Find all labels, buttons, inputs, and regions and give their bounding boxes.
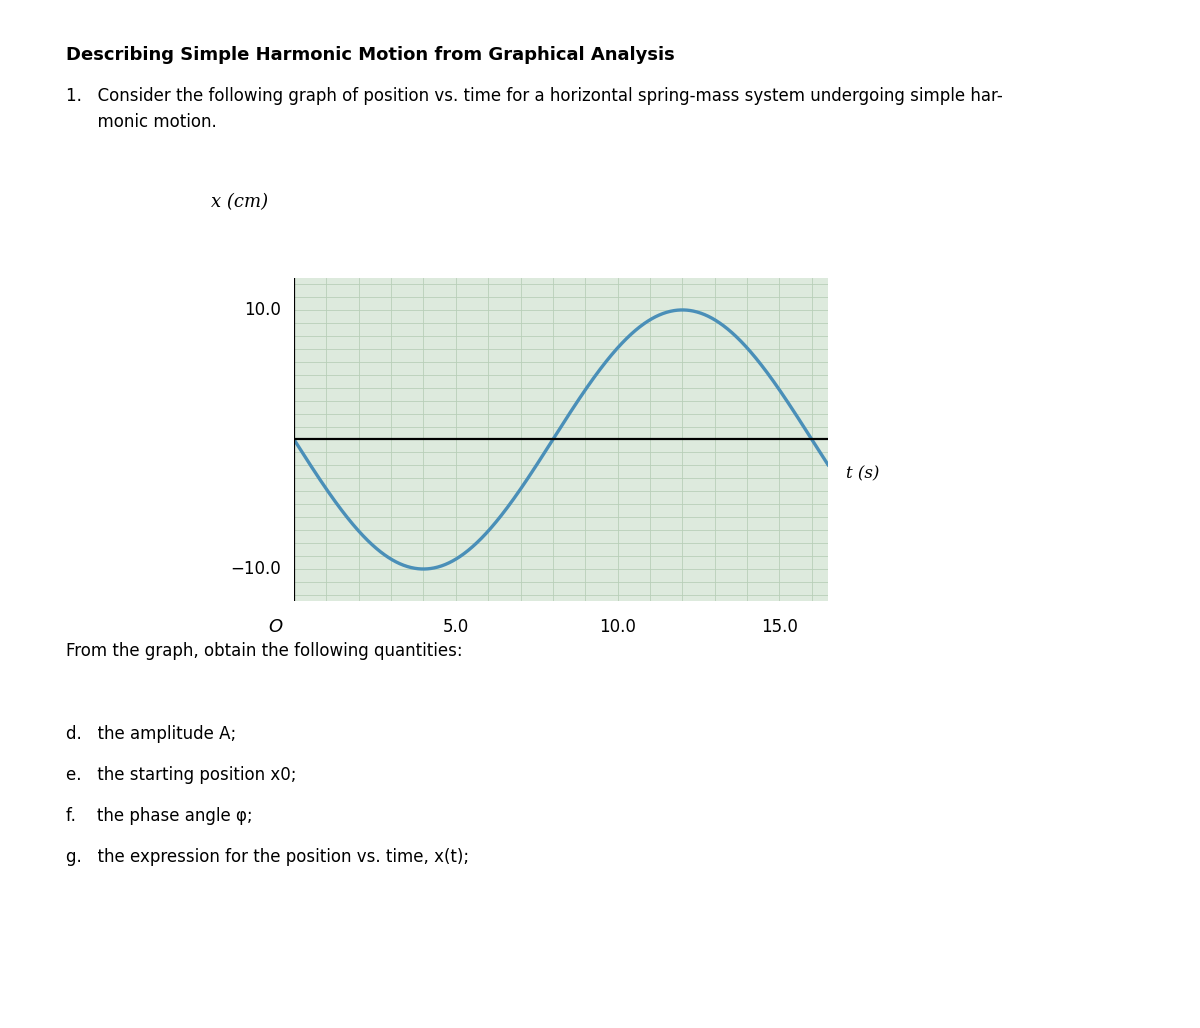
Text: From the graph, obtain the following quantities:: From the graph, obtain the following qua…	[66, 642, 463, 661]
Text: 15.0: 15.0	[761, 618, 798, 636]
Text: g.   the expression for the position vs. time, x(t);: g. the expression for the position vs. t…	[66, 848, 469, 867]
Text: f.    the phase angle φ;: f. the phase angle φ;	[66, 807, 253, 825]
Text: monic motion.: monic motion.	[66, 113, 217, 132]
Text: −10.0: −10.0	[230, 560, 281, 578]
Text: 5.0: 5.0	[443, 618, 469, 636]
Text: 10.0: 10.0	[244, 301, 281, 319]
Text: Describing Simple Harmonic Motion from Graphical Analysis: Describing Simple Harmonic Motion from G…	[66, 46, 674, 65]
Text: 1.   Consider the following graph of position vs. time for a horizontal spring-m: 1. Consider the following graph of posit…	[66, 87, 1003, 106]
Text: t (s): t (s)	[846, 465, 880, 482]
Text: 10.0: 10.0	[599, 618, 636, 636]
Text: e.   the starting position x0;: e. the starting position x0;	[66, 766, 296, 784]
Text: d.   the amplitude A;: d. the amplitude A;	[66, 725, 236, 743]
Text: x (cm): x (cm)	[211, 192, 269, 211]
Text: O: O	[269, 618, 283, 636]
